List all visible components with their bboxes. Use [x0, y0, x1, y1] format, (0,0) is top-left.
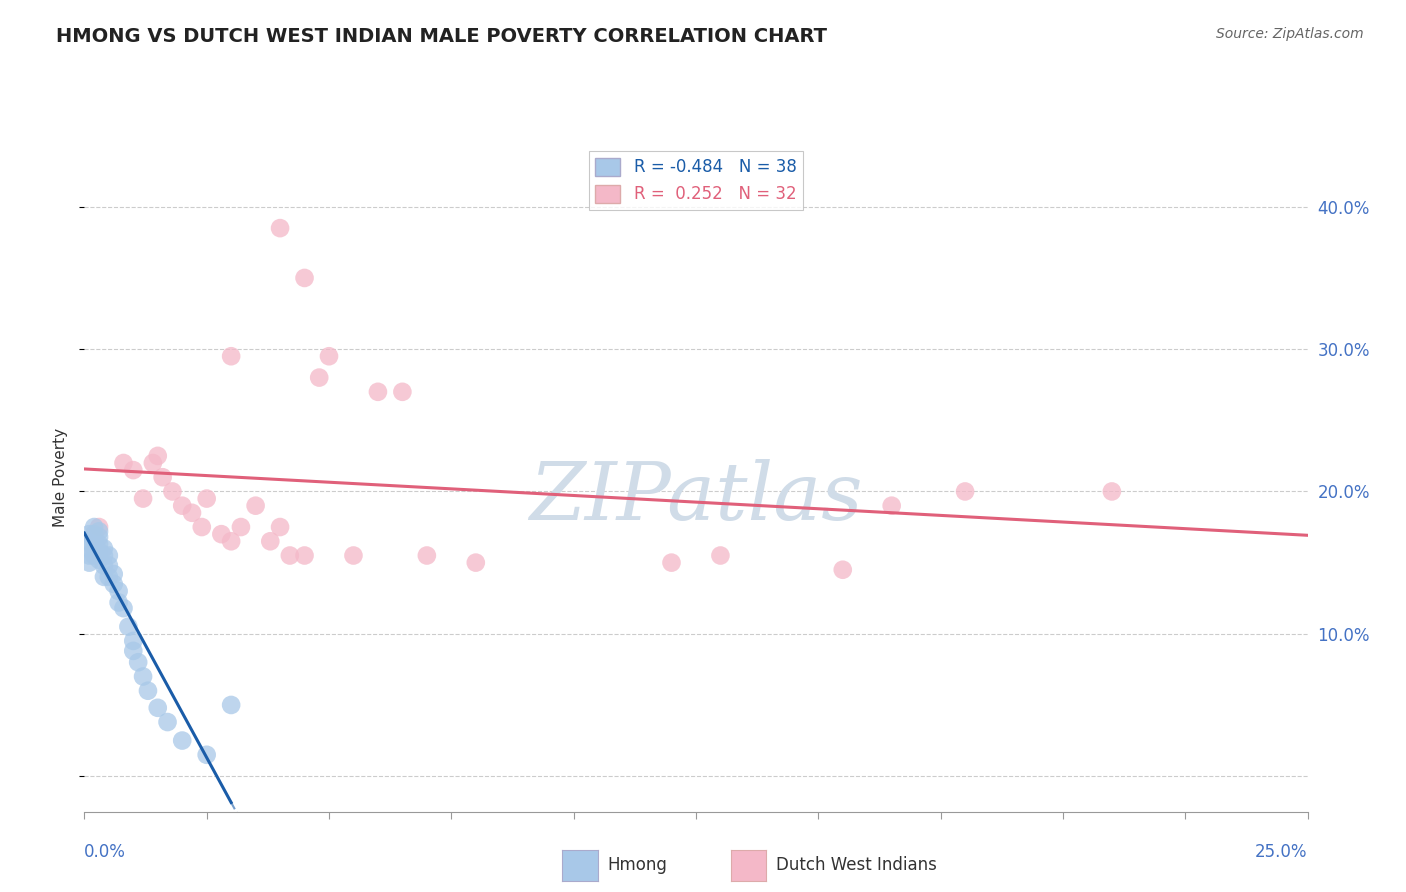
Point [87, 520, 110, 534]
Point [93, 558, 115, 573]
Point [83, 527, 105, 541]
Point [87, 530, 110, 544]
Point [162, 484, 184, 499]
Point [122, 644, 145, 658]
Point [107, 595, 129, 609]
Point [83, 520, 105, 534]
Text: ZIPatlas: ZIPatlas [529, 458, 863, 536]
Point [122, 463, 145, 477]
Point [83, 534, 105, 549]
Point [245, 499, 267, 513]
Point [103, 577, 125, 591]
Point [294, 549, 316, 563]
Point [142, 456, 165, 470]
Point [269, 520, 291, 534]
Legend: R = -0.484   N = 38, R =  0.252   N = 32: R = -0.484 N = 38, R = 0.252 N = 32 [589, 151, 803, 210]
Point [77, 534, 100, 549]
Point [77, 541, 100, 556]
Point [146, 701, 169, 715]
Point [87, 553, 110, 567]
Point [87, 537, 110, 551]
Point [294, 271, 316, 285]
Point [831, 563, 853, 577]
Text: 25.0%: 25.0% [1256, 843, 1308, 861]
Point [416, 549, 439, 563]
Point [117, 620, 139, 634]
Point [132, 669, 155, 683]
Point [146, 449, 169, 463]
Text: Source: ZipAtlas.com: Source: ZipAtlas.com [1216, 27, 1364, 41]
Y-axis label: Male Poverty: Male Poverty [52, 427, 67, 527]
Point [391, 384, 413, 399]
Point [77, 556, 100, 570]
Point [880, 499, 903, 513]
Point [172, 499, 194, 513]
Point [77, 549, 100, 563]
Point [97, 558, 120, 573]
Point [136, 683, 159, 698]
Point [1101, 484, 1123, 499]
Point [112, 456, 135, 470]
Point [132, 491, 155, 506]
Point [308, 370, 330, 384]
Point [112, 601, 135, 615]
Point [107, 584, 129, 599]
Text: Hmong: Hmong [607, 856, 668, 874]
Point [709, 549, 731, 563]
Point [953, 484, 976, 499]
Point [181, 506, 204, 520]
Point [93, 570, 115, 584]
Point [195, 747, 218, 762]
Point [172, 733, 194, 747]
Point [278, 549, 301, 563]
Point [269, 221, 291, 235]
Point [93, 549, 115, 563]
Point [209, 527, 232, 541]
Point [259, 534, 281, 549]
Text: HMONG VS DUTCH WEST INDIAN MALE POVERTY CORRELATION CHART: HMONG VS DUTCH WEST INDIAN MALE POVERTY … [56, 27, 827, 45]
Point [229, 520, 252, 534]
Point [127, 655, 149, 669]
Point [83, 549, 105, 563]
Point [318, 349, 340, 363]
Point [122, 634, 145, 648]
Point [83, 541, 105, 556]
Point [87, 544, 110, 558]
Point [152, 470, 174, 484]
Point [219, 534, 242, 549]
Point [464, 556, 486, 570]
Point [97, 570, 120, 584]
Text: 0.0%: 0.0% [84, 843, 127, 861]
Text: Dutch West Indians: Dutch West Indians [776, 856, 936, 874]
Point [77, 527, 100, 541]
Point [342, 549, 364, 563]
Point [93, 541, 115, 556]
Point [661, 556, 683, 570]
Point [219, 698, 242, 712]
Point [219, 349, 242, 363]
Point [367, 384, 389, 399]
Point [103, 567, 125, 582]
Point [97, 549, 120, 563]
Point [195, 491, 218, 506]
Point [191, 520, 214, 534]
Point [156, 714, 179, 729]
Point [87, 524, 110, 539]
